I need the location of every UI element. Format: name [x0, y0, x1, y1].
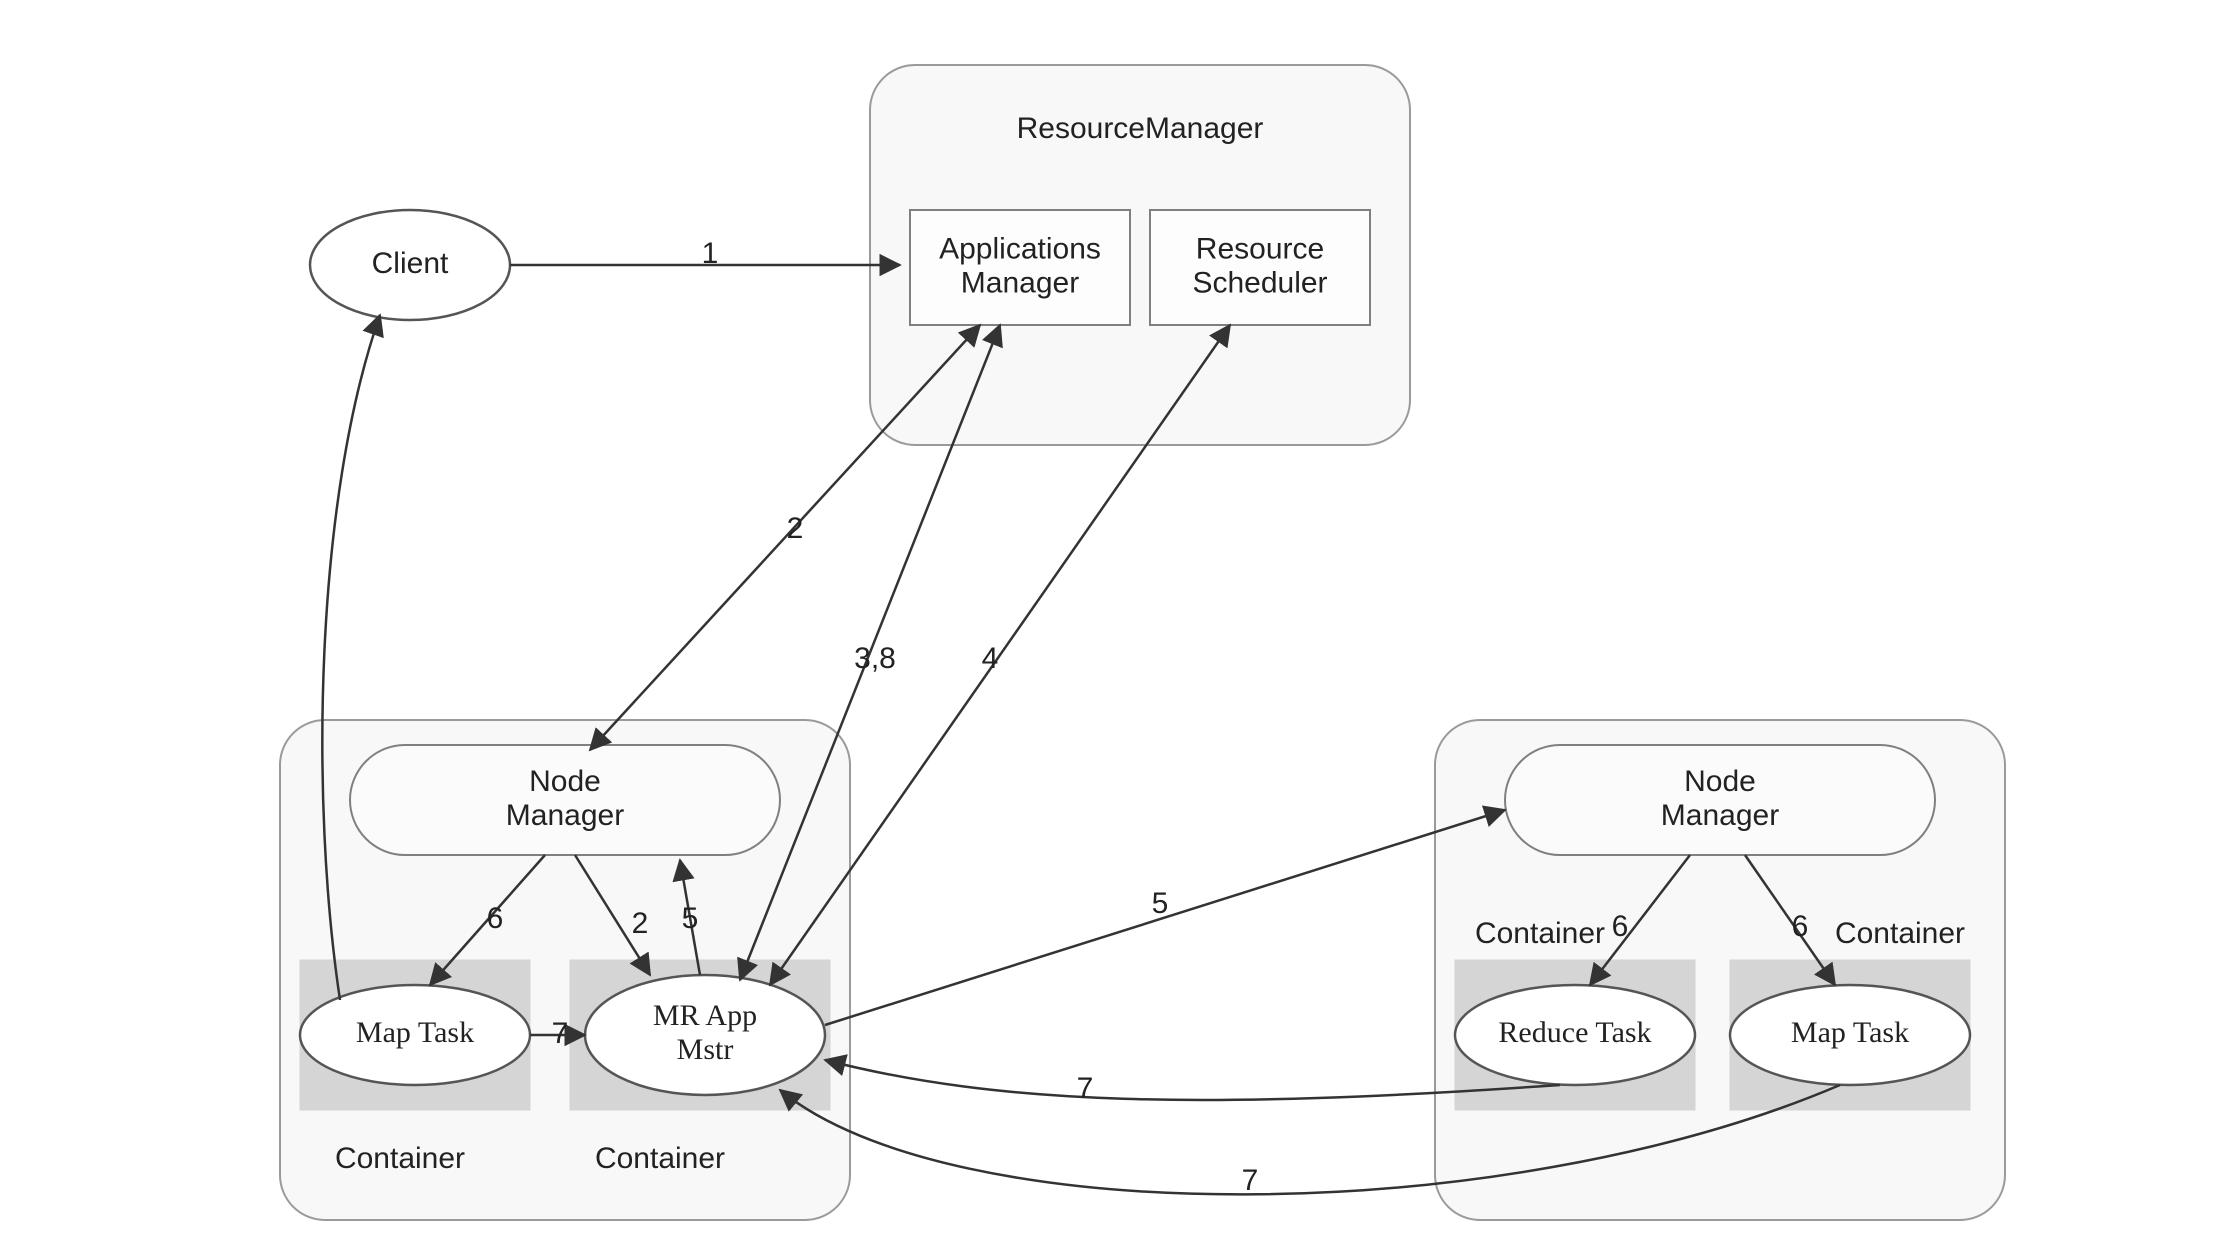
node-label-map1: Map Task — [356, 1016, 474, 1049]
extra-label-2: Container — [1475, 917, 1605, 950]
edge-label-12: 7 — [1242, 1164, 1259, 1197]
edge-label-8: 6 — [1612, 910, 1629, 943]
extra-label-0: Container — [335, 1142, 465, 1175]
edge-label-5: 6 — [487, 902, 504, 935]
extra-label-3: Container — [1835, 917, 1965, 950]
edge-label-6: 2 — [632, 907, 649, 940]
edge-label-7: 5 — [682, 902, 699, 935]
edge-label-11: 7 — [1077, 1072, 1094, 1105]
node-label-rm_box: ResourceManager — [1017, 112, 1264, 145]
node-label-client: Client — [372, 247, 449, 280]
edge-label-1: 2 — [787, 512, 804, 545]
edge-label-9: 6 — [1792, 910, 1809, 943]
edge-label-3: 4 — [982, 642, 999, 675]
edge-1 — [590, 325, 980, 750]
extra-label-1: Container — [595, 1142, 725, 1175]
node-label-apps_mgr: ApplicationsManager — [939, 232, 1101, 299]
node-label-reduce: Reduce Task — [1498, 1016, 1651, 1049]
diagram-canvas: ResourceManager ApplicationsManager Resour… — [0, 0, 2232, 1238]
edge-label-0: 1 — [702, 237, 719, 270]
edge-label-4: 5 — [1152, 887, 1169, 920]
edge-label-10: 7 — [552, 1017, 569, 1050]
edge-label-2: 3,8 — [854, 642, 896, 675]
node-label-map2: Map Task — [1791, 1016, 1909, 1049]
node-label-res_sched: ResourceScheduler — [1192, 232, 1327, 299]
